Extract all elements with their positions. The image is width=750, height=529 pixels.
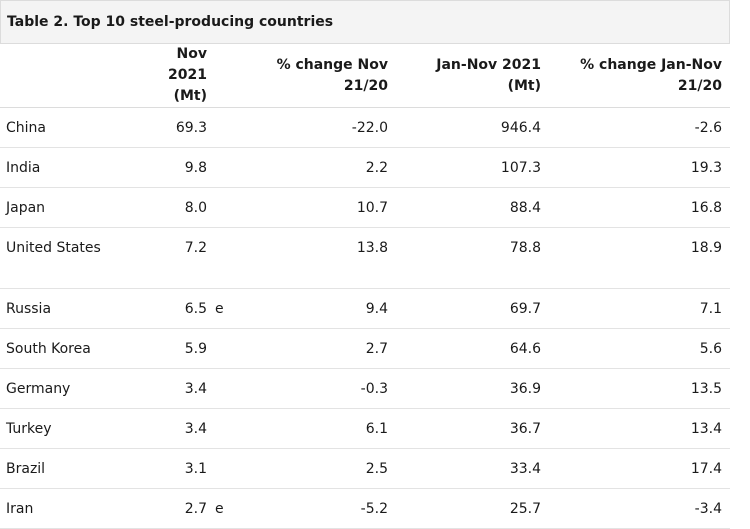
- header-row: Nov 2021 (Mt) % change Nov 21/20 Jan-Nov…: [0, 43, 730, 108]
- steel-table-container: Table 2. Top 10 steel-producing countrie…: [0, 0, 730, 529]
- nov-2021-cell: 6.5: [132, 288, 215, 329]
- country-cell: Turkey: [0, 408, 132, 449]
- steel-table: Nov 2021 (Mt) % change Nov 21/20 Jan-Nov…: [0, 43, 730, 529]
- pct-change-nov-cell: 2.7: [243, 328, 396, 369]
- country-cell: Germany: [0, 368, 132, 409]
- header-country: [0, 43, 132, 108]
- country-cell: Iran: [0, 488, 132, 529]
- table-caption: Table 2. Top 10 steel-producing countrie…: [0, 0, 730, 43]
- estimate-flag-cell: [215, 448, 243, 489]
- pct-change-jan-nov-cell: 13.4: [549, 408, 730, 449]
- estimate-flag-cell: [215, 227, 243, 289]
- table-row: Japan 8.0 10.7 88.4 16.8: [0, 187, 730, 228]
- pct-change-jan-nov-cell: 7.1: [549, 288, 730, 329]
- country-cell: United States: [0, 227, 132, 289]
- table-row: China 69.3 -22.0 946.4 -2.6: [0, 107, 730, 148]
- pct-change-nov-cell: 10.7: [243, 187, 396, 228]
- country-cell: India: [0, 147, 132, 188]
- pct-change-jan-nov-cell: 18.9: [549, 227, 730, 289]
- pct-change-nov-cell: 13.8: [243, 227, 396, 289]
- country-cell: South Korea: [0, 328, 132, 369]
- jan-nov-2021-cell: 946.4: [396, 107, 549, 148]
- pct-change-nov-cell: -5.2: [243, 488, 396, 529]
- nov-2021-cell: 3.4: [132, 368, 215, 409]
- estimate-flag-cell: [215, 147, 243, 188]
- jan-nov-2021-cell: 36.7: [396, 408, 549, 449]
- nov-2021-cell: 5.9: [132, 328, 215, 369]
- jan-nov-2021-cell: 64.6: [396, 328, 549, 369]
- estimate-flag-cell: [215, 187, 243, 228]
- nov-2021-cell: 69.3: [132, 107, 215, 148]
- estimate-flag-cell: e: [215, 288, 243, 329]
- header-flag: [215, 43, 243, 108]
- table-row: South Korea 5.9 2.7 64.6 5.6: [0, 328, 730, 369]
- jan-nov-2021-cell: 25.7: [396, 488, 549, 529]
- table-row: Turkey 3.4 6.1 36.7 13.4: [0, 408, 730, 449]
- nov-2021-cell: 3.4: [132, 408, 215, 449]
- estimate-flag-cell: e: [215, 488, 243, 529]
- nov-2021-cell: 9.8: [132, 147, 215, 188]
- pct-change-jan-nov-cell: 5.6: [549, 328, 730, 369]
- pct-change-nov-cell: 2.5: [243, 448, 396, 489]
- pct-change-nov-cell: 6.1: [243, 408, 396, 449]
- estimate-flag-cell: [215, 107, 243, 148]
- pct-change-jan-nov-cell: -3.4: [549, 488, 730, 529]
- nov-2021-cell: 2.7: [132, 488, 215, 529]
- pct-change-jan-nov-cell: 16.8: [549, 187, 730, 228]
- pct-change-jan-nov-cell: -2.6: [549, 107, 730, 148]
- jan-nov-2021-cell: 36.9: [396, 368, 549, 409]
- table-row: India 9.8 2.2 107.3 19.3: [0, 147, 730, 188]
- country-cell: China: [0, 107, 132, 148]
- pct-change-nov-cell: -22.0: [243, 107, 396, 148]
- pct-change-nov-cell: 2.2: [243, 147, 396, 188]
- pct-change-jan-nov-cell: 17.4: [549, 448, 730, 489]
- table-row: Brazil 3.1 2.5 33.4 17.4: [0, 448, 730, 489]
- nov-2021-cell: 8.0: [132, 187, 215, 228]
- jan-nov-2021-cell: 78.8: [396, 227, 549, 289]
- table-row: Germany 3.4 -0.3 36.9 13.5: [0, 368, 730, 409]
- country-cell: Brazil: [0, 448, 132, 489]
- country-cell: Russia: [0, 288, 132, 329]
- header-jan-nov-2021: Jan-Nov 2021 (Mt): [396, 43, 549, 108]
- nov-2021-cell: 7.2: [132, 227, 215, 289]
- estimate-flag-cell: [215, 368, 243, 409]
- pct-change-jan-nov-cell: 19.3: [549, 147, 730, 188]
- pct-change-jan-nov-cell: 13.5: [549, 368, 730, 409]
- table-row: Iran 2.7 e -5.2 25.7 -3.4: [0, 488, 730, 529]
- header-pct-change-jan-nov: % change Jan-Nov 21/20: [549, 43, 730, 108]
- estimate-flag-cell: [215, 408, 243, 449]
- header-nov-2021: Nov 2021 (Mt): [132, 43, 215, 108]
- pct-change-nov-cell: -0.3: [243, 368, 396, 409]
- estimate-flag-cell: [215, 328, 243, 369]
- jan-nov-2021-cell: 88.4: [396, 187, 549, 228]
- table-row: Russia 6.5 e 9.4 69.7 7.1: [0, 288, 730, 329]
- jan-nov-2021-cell: 107.3: [396, 147, 549, 188]
- pct-change-nov-cell: 9.4: [243, 288, 396, 329]
- country-cell: Japan: [0, 187, 132, 228]
- header-pct-change-nov: % change Nov 21/20: [243, 43, 396, 108]
- jan-nov-2021-cell: 33.4: [396, 448, 549, 489]
- jan-nov-2021-cell: 69.7: [396, 288, 549, 329]
- table-row: United States 7.2 13.8 78.8 18.9: [0, 227, 730, 289]
- nov-2021-cell: 3.1: [132, 448, 215, 489]
